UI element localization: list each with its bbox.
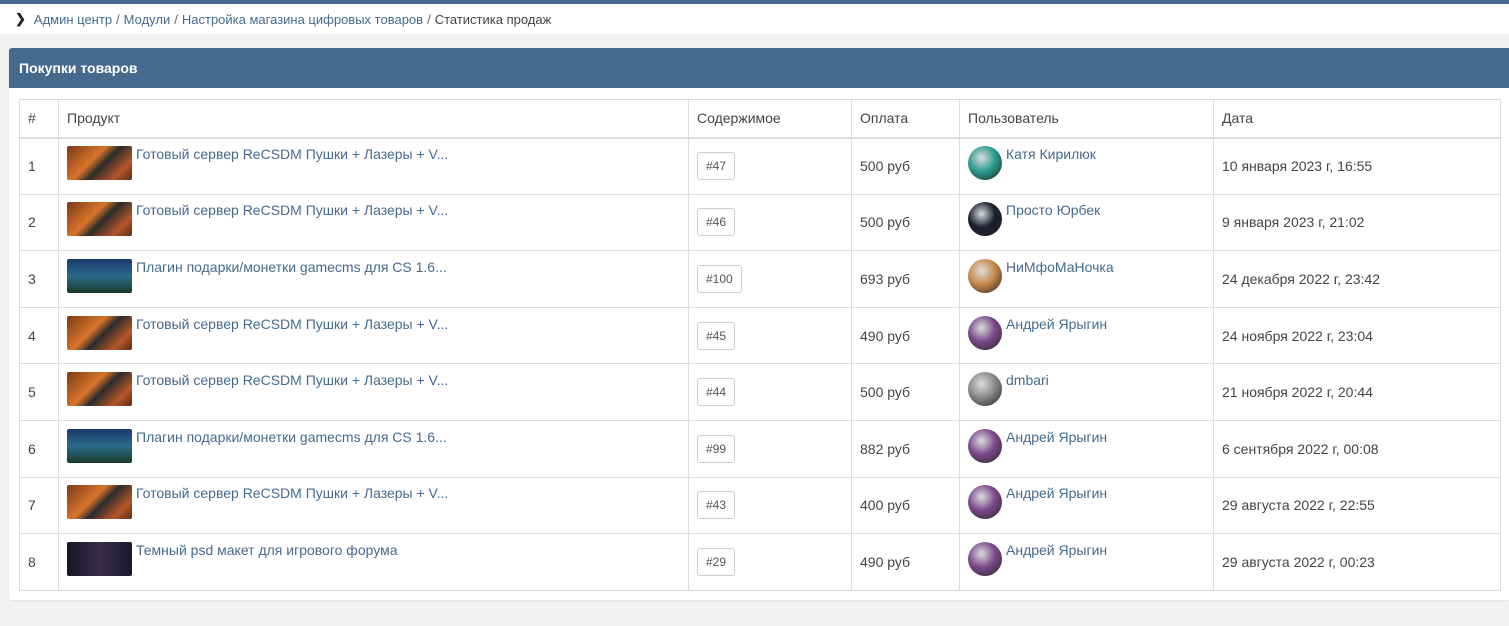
purchase-date: 24 ноября 2022 г, 23:04	[1213, 306, 1501, 365]
payment-amount: 500 руб	[851, 137, 960, 195]
top-bar	[0, 0, 1509, 4]
product-thumbnail[interactable]	[67, 372, 132, 407]
content-button[interactable]: #100	[697, 264, 742, 293]
payment-amount: 500 руб	[851, 193, 960, 252]
product-link[interactable]: Готовый сервер ReCSDM Пушки + Лазеры + V…	[136, 485, 449, 502]
product-thumbnail[interactable]	[67, 541, 132, 576]
user-avatar[interactable]	[968, 372, 1002, 407]
product-link[interactable]: Плагин подарки/монетки gamecms для CS 1.…	[136, 258, 447, 275]
user-avatar[interactable]	[968, 258, 1002, 293]
content-button[interactable]: #45	[697, 321, 736, 350]
content-button[interactable]: #47	[697, 152, 736, 181]
product-link[interactable]: Готовый сервер ReCSDM Пушки + Лазеры + V…	[136, 146, 449, 163]
table-row: 6 Плагин подарки/монетки gamecms для CS …	[19, 419, 1501, 478]
table-row: 5 Готовый сервер ReCSDM Пушки + Лазеры +…	[19, 363, 1501, 421]
header-col-content: Содержимое	[688, 99, 852, 139]
user-link[interactable]: Андрей Ярыгин	[1006, 541, 1108, 558]
content-button[interactable]: #99	[697, 434, 736, 463]
product-link[interactable]: Плагин подарки/монетки gamecms для CS 1.…	[136, 428, 447, 445]
product-thumbnail[interactable]	[67, 428, 132, 463]
content-button[interactable]: #43	[697, 491, 736, 520]
breadcrumb-shop-settings[interactable]: Настройка магазина цифровых товаров	[181, 11, 424, 27]
user-link[interactable]: Просто Юрбек	[1006, 202, 1101, 219]
purchase-date: 9 января 2023 г, 21:02	[1213, 193, 1501, 252]
table-row: 2 Готовый сервер ReCSDM Пушки + Лазеры +…	[19, 193, 1501, 252]
breadcrumb-current: Статистика продаж	[434, 11, 552, 27]
user-link[interactable]: dmbari	[1006, 372, 1049, 389]
row-number: 8	[19, 533, 59, 591]
purchase-date: 6 сентября 2022 г, 00:08	[1213, 419, 1501, 478]
header-col-date: Дата	[1213, 99, 1501, 139]
product-link[interactable]: Готовый сервер ReCSDM Пушки + Лазеры + V…	[136, 372, 449, 389]
breadcrumb-separator: /	[174, 11, 178, 27]
user-link[interactable]: Катя Кирилюк	[1006, 146, 1096, 163]
row-number: 4	[19, 306, 59, 365]
user-avatar[interactable]	[968, 315, 1002, 350]
user-link[interactable]: Андрей Ярыгин	[1006, 315, 1108, 332]
chevron-right-icon: ❯	[15, 11, 26, 26]
user-avatar[interactable]	[968, 146, 1002, 181]
purchase-date: 21 ноября 2022 г, 20:44	[1213, 363, 1501, 421]
user-link[interactable]: Андрей Ярыгин	[1006, 428, 1108, 445]
breadcrumb-admin[interactable]: Админ центр	[33, 11, 113, 27]
table-row: 1 Готовый сервер ReCSDM Пушки + Лазеры +…	[19, 137, 1501, 195]
breadcrumb: ❯ Админ центр / Модули / Настройка магаз…	[0, 4, 1509, 34]
table-row: 7 Готовый сервер ReCSDM Пушки + Лазеры +…	[19, 476, 1501, 535]
row-number: 3	[19, 250, 59, 308]
header-col-number: #	[19, 99, 59, 139]
breadcrumb-separator: /	[427, 11, 431, 27]
purchases-card: Покупки товаров # Продукт Содержимое Оплата…	[9, 48, 1509, 600]
header-col-product: Продукт	[58, 99, 689, 139]
payment-amount: 490 руб	[851, 306, 960, 365]
product-thumbnail[interactable]	[67, 485, 132, 520]
purchases-table: # Продукт Содержимое Оплата Пользователь Дата…	[19, 99, 1501, 591]
purchase-date: 24 декабря 2022 г, 23:42	[1213, 250, 1501, 308]
row-number: 7	[19, 476, 59, 535]
header-col-payment: Оплата	[851, 99, 960, 139]
row-number: 1	[19, 137, 59, 195]
row-number: 5	[19, 363, 59, 421]
product-thumbnail[interactable]	[67, 258, 132, 293]
row-number: 2	[19, 193, 59, 252]
user-link[interactable]: НиМфоМаНочка	[1006, 258, 1114, 275]
purchase-date: 10 января 2023 г, 16:55	[1213, 137, 1501, 195]
breadcrumb-modules[interactable]: Модули	[123, 11, 171, 27]
table-row: 4 Готовый сервер ReCSDM Пушки + Лазеры +…	[19, 306, 1501, 365]
product-thumbnail[interactable]	[67, 146, 132, 181]
content-button[interactable]: #29	[697, 547, 736, 576]
user-avatar[interactable]	[968, 485, 1002, 520]
product-thumbnail[interactable]	[67, 202, 132, 237]
purchase-date: 29 августа 2022 г, 00:23	[1213, 533, 1501, 591]
content-button[interactable]: #44	[697, 378, 736, 407]
user-avatar[interactable]	[968, 541, 1002, 576]
product-link[interactable]: Готовый сервер ReCSDM Пушки + Лазеры + V…	[136, 315, 449, 332]
table-row: 3 Плагин подарки/монетки gamecms для CS …	[19, 250, 1501, 308]
card-title: Покупки товаров	[9, 48, 1509, 88]
payment-amount: 693 руб	[851, 250, 960, 308]
content-button[interactable]: #46	[697, 208, 736, 237]
user-link[interactable]: Андрей Ярыгин	[1006, 485, 1108, 502]
user-avatar[interactable]	[968, 428, 1002, 463]
header-col-user: Пользователь	[959, 99, 1214, 139]
user-avatar[interactable]	[968, 202, 1002, 237]
product-link[interactable]: Готовый сервер ReCSDM Пушки + Лазеры + V…	[136, 202, 449, 219]
breadcrumb-separator: /	[116, 11, 120, 27]
purchase-date: 29 августа 2022 г, 22:55	[1213, 476, 1501, 535]
payment-amount: 490 руб	[851, 533, 960, 591]
row-number: 6	[19, 419, 59, 478]
payment-amount: 400 руб	[851, 476, 960, 535]
product-thumbnail[interactable]	[67, 315, 132, 350]
payment-amount: 882 руб	[851, 419, 960, 478]
product-link[interactable]: Темный psd макет для игрового форума	[136, 541, 398, 558]
payment-amount: 500 руб	[851, 363, 960, 421]
table-row: 8 Темный psd макет для игрового форума #…	[19, 533, 1501, 591]
